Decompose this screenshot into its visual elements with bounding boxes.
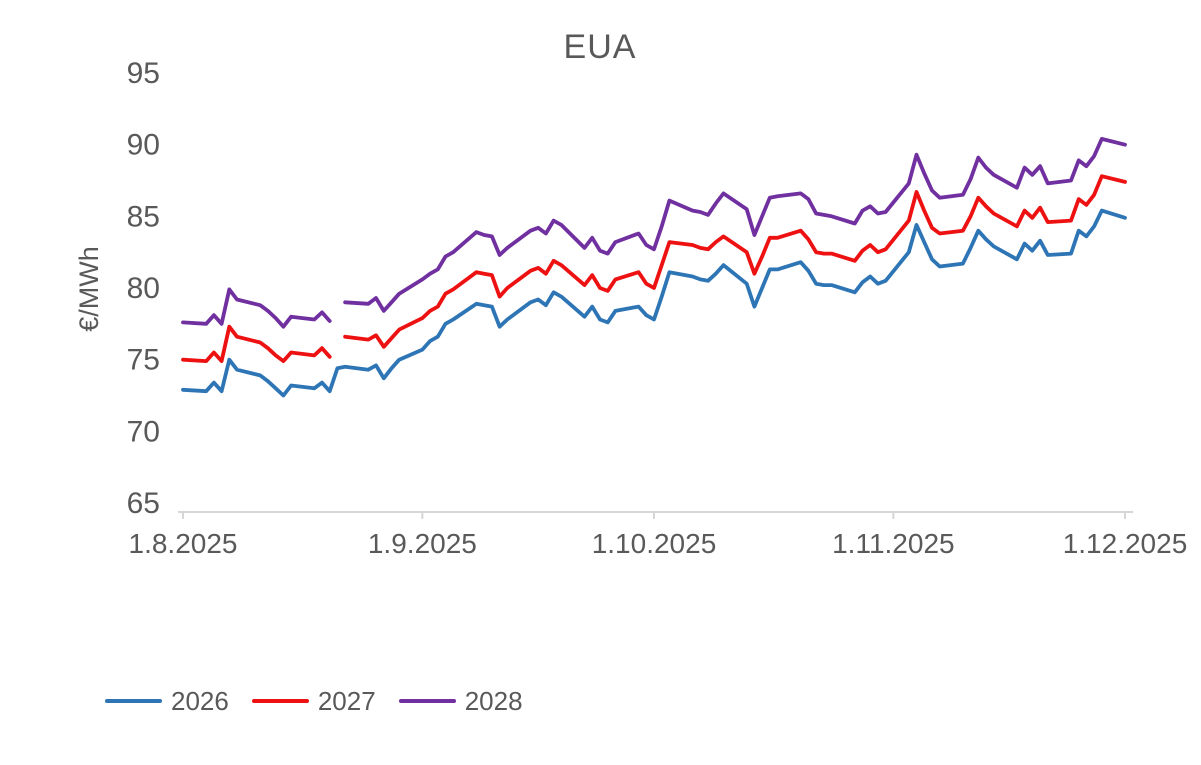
y-tick-label: 90 (127, 129, 160, 162)
y-tick-label: 80 (127, 272, 160, 305)
legend-label-2026: 2026 (171, 686, 229, 716)
y-tick-label: 95 (127, 57, 160, 90)
chart-title: EUA (563, 28, 637, 66)
series-2028-line (343, 136, 1127, 313)
y-tick-label: 85 (127, 200, 160, 233)
series-2028-line (181, 287, 332, 329)
x-tick-label: 1.8.2025 (129, 528, 238, 559)
legend-swatch-2026-line (105, 699, 162, 703)
series-2027-line (343, 174, 1127, 349)
y-tick-label: 65 (127, 487, 160, 520)
legend-label-2027: 2027 (317, 686, 376, 716)
legend-swatch-2027-line (251, 699, 309, 703)
legend-item-2026: 2026 (105, 686, 229, 716)
x-tick-label: 1.10.2025 (592, 528, 717, 559)
x-tick-label: 1.9.2025 (368, 528, 477, 559)
x-tick-label: 1.12.2025 (1063, 528, 1188, 559)
legend-item-2027: 2027 (251, 686, 376, 716)
series-2026-line (181, 208, 1127, 398)
chart-legend: 2026 2027 2028 (105, 686, 523, 716)
legend-swatch-2028-line (398, 699, 456, 703)
x-tick-label: 1.11.2025 (832, 528, 955, 559)
y-tick-label: 70 (127, 415, 160, 448)
legend-item-2028: 2028 (398, 686, 523, 716)
legend-label-2028: 2028 (464, 686, 523, 716)
y-tick-label: 75 (127, 344, 160, 377)
series-2027-line (181, 324, 332, 364)
